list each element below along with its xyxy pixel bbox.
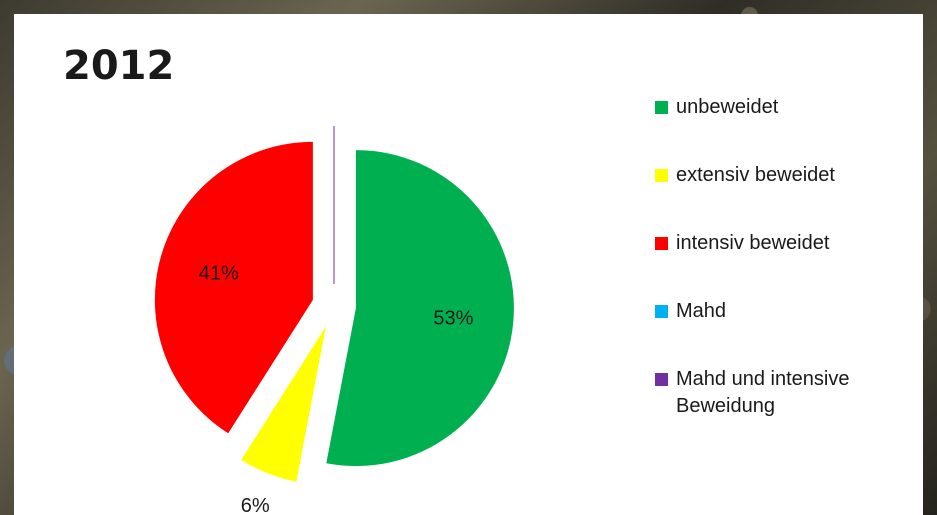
chart-legend: unbeweidet extensiv beweidet intensiv bewe… bbox=[655, 94, 915, 420]
legend-item: Mahd und intensive Beweidung bbox=[655, 366, 915, 420]
legend-item: Mahd bbox=[655, 298, 915, 325]
data-label: 41% bbox=[199, 263, 239, 285]
pie-slice-extensiv-beweidet bbox=[241, 326, 326, 482]
pie-chart: 53% 6% 41% bbox=[154, 126, 514, 515]
legend-label: unbeweidet bbox=[676, 96, 779, 118]
pie-slice-unbeweidet bbox=[326, 150, 514, 467]
legend-label: Mahd und intensive Beweidung bbox=[676, 368, 850, 417]
slide-panel: 2012 53% 6% 41% unbeweidet extensiv beweide… bbox=[14, 14, 923, 515]
legend-swatch bbox=[655, 101, 668, 114]
chart-title: 2012 bbox=[63, 43, 175, 89]
legend-item: intensiv beweidet bbox=[655, 230, 915, 257]
legend-swatch bbox=[655, 169, 668, 182]
data-label: 53% bbox=[433, 307, 473, 329]
pie-slice-intensiv-beweidet bbox=[154, 141, 313, 434]
legend-swatch bbox=[655, 305, 668, 318]
legend-item: unbeweidet bbox=[655, 94, 915, 121]
legend-swatch bbox=[655, 373, 668, 386]
legend-label: extensiv beweidet bbox=[676, 164, 835, 186]
legend-item: extensiv beweidet bbox=[655, 162, 915, 189]
legend-swatch bbox=[655, 237, 668, 250]
legend-label: Mahd bbox=[676, 300, 727, 322]
legend-label: intensiv beweidet bbox=[676, 232, 830, 254]
data-label: 6% bbox=[241, 495, 270, 515]
